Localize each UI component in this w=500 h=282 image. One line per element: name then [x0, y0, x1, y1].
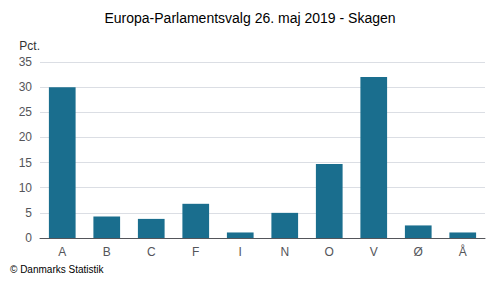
svg-text:N: N [280, 245, 289, 259]
svg-text:A: A [58, 245, 66, 259]
svg-text:Ø: Ø [414, 245, 423, 259]
svg-text:10: 10 [19, 181, 33, 195]
svg-text:V: V [370, 245, 378, 259]
svg-text:© Danmarks Statistik: © Danmarks Statistik [10, 264, 105, 275]
svg-text:Å: Å [459, 244, 467, 259]
svg-text:I: I [239, 245, 242, 259]
svg-text:O: O [325, 245, 334, 259]
svg-text:0: 0 [25, 231, 32, 245]
svg-text:B: B [103, 245, 111, 259]
svg-text:30: 30 [19, 80, 33, 94]
svg-text:F: F [192, 245, 199, 259]
svg-text:5: 5 [25, 206, 32, 220]
svg-text:20: 20 [19, 130, 33, 144]
svg-text:15: 15 [19, 156, 33, 170]
svg-text:Europa-Parlamentsvalg 26. maj: Europa-Parlamentsvalg 26. maj 2019 - Ska… [104, 10, 395, 26]
svg-text:35: 35 [19, 55, 33, 69]
svg-text:Pct.: Pct. [19, 39, 40, 53]
svg-text:C: C [147, 245, 156, 259]
svg-text:25: 25 [19, 105, 33, 119]
